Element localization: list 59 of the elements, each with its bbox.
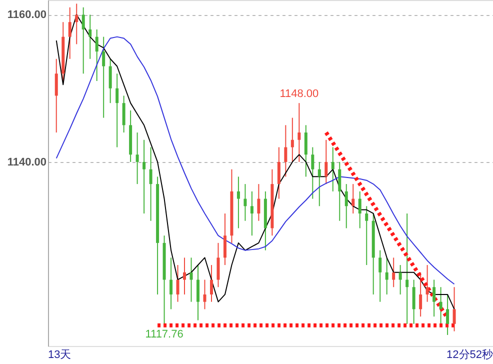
candlestick (311, 146, 314, 200)
candlestick (338, 161, 342, 222)
candlestick (452, 286, 456, 332)
candlestick (54, 58, 58, 134)
y-tick-label: 1160.00 (7, 9, 46, 22)
candlestick (142, 139, 146, 214)
candlestick (392, 257, 396, 288)
candlestick (419, 272, 422, 318)
candlestick (183, 257, 186, 295)
text: 13天 (48, 349, 72, 361)
candlestick (236, 176, 240, 229)
candlestick (331, 146, 334, 192)
candlestick (257, 184, 260, 222)
candlestick (446, 294, 450, 336)
candlestick (244, 184, 247, 222)
candlestick (426, 264, 429, 302)
line-series (56, 36, 455, 285)
candlestick (324, 139, 328, 185)
candlestick (149, 146, 152, 222)
candlestick (365, 206, 368, 266)
candlestick (398, 264, 402, 295)
candlestick (344, 184, 348, 229)
candlestick (95, 28, 98, 82)
annotation: 1117.76 (145, 328, 184, 341)
candlestick (82, 6, 85, 74)
candlestick (210, 264, 213, 302)
text: 12分52秒 (446, 349, 493, 361)
candlestick (116, 73, 119, 148)
candlestick (290, 117, 294, 162)
candlestick (108, 58, 112, 104)
candlestick (88, 14, 92, 60)
candlestick (432, 279, 436, 318)
candlestick (412, 279, 416, 324)
candlestick (216, 242, 220, 288)
candlestick (378, 250, 382, 302)
candlestick (68, 6, 72, 60)
candlestick (304, 124, 308, 178)
candlestick (358, 190, 362, 229)
candlestick (196, 264, 200, 321)
candlestick (190, 257, 193, 302)
candlestick (75, 3, 78, 45)
candlestick (136, 132, 139, 185)
candlestick (385, 257, 388, 295)
candlestick (277, 146, 280, 200)
candlestick (122, 95, 126, 134)
candlestick (352, 184, 355, 214)
candlestick (406, 212, 409, 324)
candlestick (439, 286, 442, 324)
candlestick (318, 161, 321, 207)
candlestick (223, 212, 226, 266)
candlestick (203, 279, 206, 310)
candlestick (102, 36, 106, 118)
annotation: 1148.00 (280, 88, 319, 100)
candlestick (176, 264, 180, 302)
candlestick (298, 102, 301, 162)
candlestick (250, 190, 254, 236)
y-tick-label: 1140.00 (7, 156, 46, 168)
candlestick (170, 257, 173, 310)
candlestick (284, 124, 288, 178)
